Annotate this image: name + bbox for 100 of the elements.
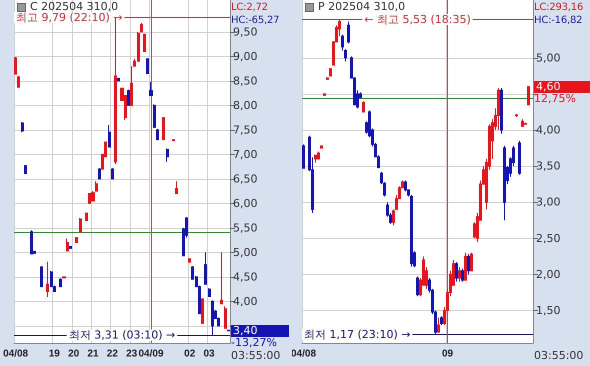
candlestick <box>85 212 88 221</box>
candlestick <box>515 114 518 118</box>
candlestick <box>440 316 443 326</box>
candlestick <box>146 58 149 74</box>
x-tick-label: 20 <box>68 348 80 360</box>
candlestick <box>224 306 227 329</box>
candlestick <box>111 168 114 180</box>
text: -13,27% <box>231 336 277 349</box>
candlestick <box>524 122 527 125</box>
candlestick <box>88 193 91 204</box>
candlestick <box>140 22 143 32</box>
text: 4,60 <box>534 80 590 93</box>
candlestick <box>162 117 165 140</box>
candlestick <box>347 21 350 44</box>
candlestick <box>21 122 24 133</box>
candlestick <box>302 144 305 169</box>
text: HC:-65,27 <box>231 15 280 27</box>
text: LC:293,16 <box>534 2 584 14</box>
candlestick <box>40 266 43 288</box>
candlestick <box>458 266 461 282</box>
candlestick <box>518 140 521 176</box>
candlestick <box>461 268 464 282</box>
text: 12,75% <box>534 92 576 105</box>
candlestick <box>153 104 156 128</box>
candlestick <box>500 88 503 134</box>
x-tick-label: 19 <box>48 348 60 360</box>
candlestick <box>220 252 223 304</box>
candlestick <box>91 190 95 202</box>
candlestick <box>156 128 159 140</box>
y-tick-label: 7,50 <box>233 123 258 136</box>
candlestick <box>143 34 146 52</box>
ref-line-label: 최고 9,79 (22:10) → <box>16 11 122 24</box>
candlestick <box>329 68 332 76</box>
candlestick <box>467 254 470 275</box>
candlestick <box>320 145 323 149</box>
candlestick <box>14 56 17 74</box>
candlestick <box>166 148 169 162</box>
candlestick <box>208 288 211 297</box>
x-tick-label: 09 <box>442 348 454 360</box>
x-tick-label: 23 <box>126 348 138 360</box>
y-tick-label: 8,50 <box>233 74 258 88</box>
y-tick-label: 4,50 <box>233 270 258 284</box>
ref-line-label: 최저 3,31 (03:10) → <box>68 328 176 342</box>
y-tick-label: 5,00 <box>536 51 560 64</box>
y-tick-label: 5,50 <box>233 221 258 234</box>
candlestick <box>503 145 506 221</box>
ref-line-label: 최저 1,17 (23:10) → <box>304 328 410 341</box>
candlestick <box>17 75 20 88</box>
candlestick <box>149 81 153 96</box>
candlestick <box>46 261 49 298</box>
text: HC:-16,82 <box>534 15 582 27</box>
text: 3,40 <box>231 324 289 337</box>
candlestick <box>326 76 329 80</box>
x-tick-label: 04/09 <box>138 348 164 360</box>
text: 03:55:00 <box>534 349 584 362</box>
ref-line-label: ← 최고 5,53 (18:35) <box>364 12 471 26</box>
y-tick-label: 3,50 <box>536 160 560 173</box>
y-tick-label: 1,50 <box>536 304 560 318</box>
y-tick-label: 4,00 <box>233 294 258 308</box>
candlestick <box>204 252 207 285</box>
candlestick <box>175 180 178 194</box>
chart-title: C 202504 310,0 <box>30 0 118 13</box>
y-tick-label: 2,50 <box>536 232 560 245</box>
candlestick <box>201 298 204 324</box>
candlestick <box>95 180 98 192</box>
x-tick-label: 03 <box>203 348 216 360</box>
candlestick <box>66 238 69 252</box>
candlestick <box>59 278 62 288</box>
candlestick <box>24 164 27 174</box>
candlestick <box>317 151 320 160</box>
candlestick <box>108 124 111 148</box>
y-tick-label: 6,00 <box>233 196 258 210</box>
text: LC:2,72 <box>231 2 268 14</box>
candlestick <box>188 258 191 263</box>
candlestick <box>79 218 82 232</box>
candlestick <box>98 168 101 180</box>
candlestick <box>437 317 440 333</box>
y-tick-label: 3,00 <box>536 196 560 209</box>
candlestick <box>470 252 473 272</box>
y-tick-label: 4,00 <box>536 123 560 136</box>
candlestick <box>455 262 458 282</box>
candlestick <box>211 300 214 336</box>
x-tick-label: 04/08 <box>3 348 29 360</box>
text: 03:55:00 <box>231 349 280 362</box>
chart-title: P 202504 310,0 <box>318 0 406 13</box>
y-tick-label: 9,50 <box>233 25 258 38</box>
candlestick <box>362 100 365 112</box>
candlestick <box>416 276 419 297</box>
y-tick-label: 2,00 <box>536 268 560 281</box>
y-tick-label: 9,00 <box>233 50 258 63</box>
x-tick-label: 21 <box>87 348 99 360</box>
candlestick <box>30 230 33 254</box>
y-tick-label: 7,00 <box>233 148 258 161</box>
candlestick <box>521 118 524 127</box>
y-tick-label: 8,00 <box>233 98 258 112</box>
candlestick <box>117 77 120 82</box>
candlestick <box>75 237 78 244</box>
x-tick-label: 02 <box>184 348 196 360</box>
candlestick <box>127 89 130 106</box>
candlestick <box>497 88 500 130</box>
